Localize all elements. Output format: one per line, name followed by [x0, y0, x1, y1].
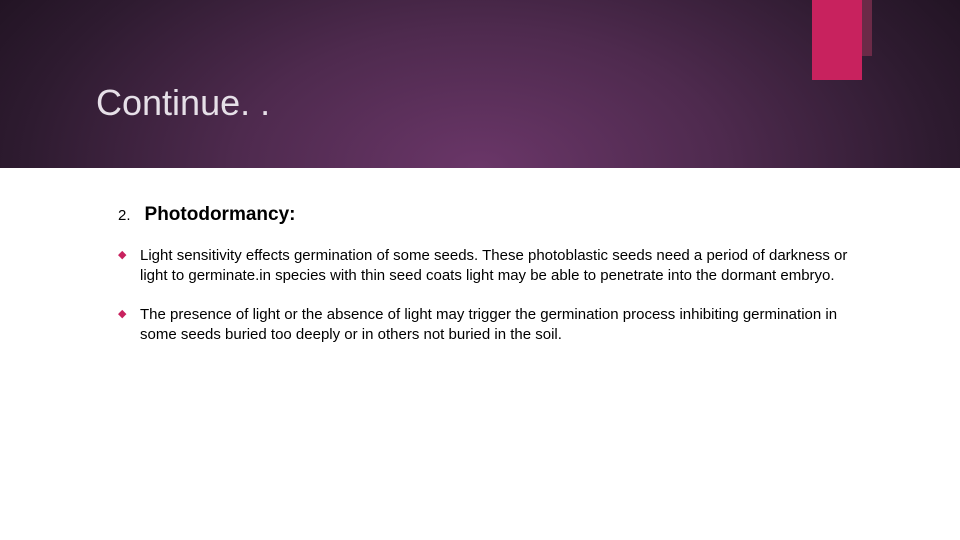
bullet-text: The presence of light or the absence of …	[140, 305, 858, 346]
bullet-item: ◆ The presence of light or the absence o…	[118, 305, 858, 346]
bullet-text: Light sensitivity effects germination of…	[140, 246, 858, 287]
diamond-bullet-icon: ◆	[118, 250, 128, 287]
section-number: 2.	[118, 207, 131, 224]
header-band: Continue. .	[0, 0, 960, 168]
section-heading: Photodormancy:	[145, 204, 296, 226]
slide-title: Continue. .	[96, 82, 270, 124]
diamond-bullet-icon: ◆	[118, 309, 128, 346]
bullet-item: ◆ Light sensitivity effects germination …	[118, 246, 858, 287]
content-area: 2. Photodormancy: ◆ Light sensitivity ef…	[118, 204, 858, 363]
section-heading-row: 2. Photodormancy:	[118, 204, 858, 226]
accent-tab-front	[812, 0, 862, 80]
